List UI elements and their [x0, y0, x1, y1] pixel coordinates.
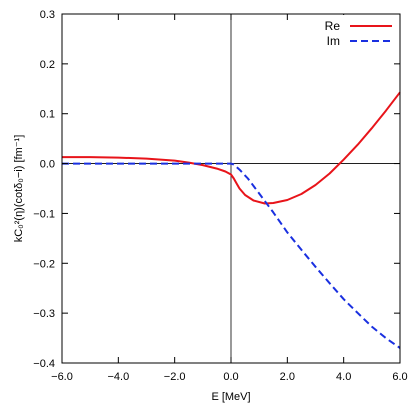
- y-tick-label: −0.2: [33, 258, 55, 270]
- x-tick-label: 2.0: [280, 371, 295, 383]
- x-tick-label: 6.0: [392, 371, 407, 383]
- legend-box: [310, 15, 398, 51]
- x-axis-label: E [MeV]: [211, 391, 250, 403]
- legend-label-re: Re: [325, 19, 341, 33]
- series-line-re: [62, 91, 401, 205]
- y-tick-label: −0.3: [33, 308, 55, 320]
- x-tick-label: −4.0: [107, 371, 129, 383]
- series-line-im: [62, 162, 401, 349]
- y-tick-label: 0.2: [40, 59, 55, 71]
- y-axis-label: kC₀²(η)(cotδ₀−i) [fm⁻¹]: [13, 135, 25, 243]
- x-tick-label: 0.0: [223, 371, 238, 383]
- zero-lines: [62, 14, 400, 363]
- y-tick-label: −0.4: [33, 358, 55, 370]
- x-tick-label: −6.0: [51, 371, 73, 383]
- series-layer: [62, 91, 401, 349]
- y-tick-label: 0.1: [40, 109, 55, 121]
- y-tick-label: 0.3: [40, 9, 55, 21]
- y-tick-label: 0.0: [40, 159, 55, 171]
- x-tick-label: 4.0: [336, 371, 351, 383]
- y-tick-label: −0.1: [33, 208, 55, 220]
- legend-label-im: Im: [327, 34, 340, 48]
- x-tick-label: −2.0: [164, 371, 186, 383]
- ticks-layer: −6.0 −4.0 −2.0 0.0 2.0 4.0 6.0 −0.4 −0.3 −0.2 −0.1…: [33, 9, 407, 383]
